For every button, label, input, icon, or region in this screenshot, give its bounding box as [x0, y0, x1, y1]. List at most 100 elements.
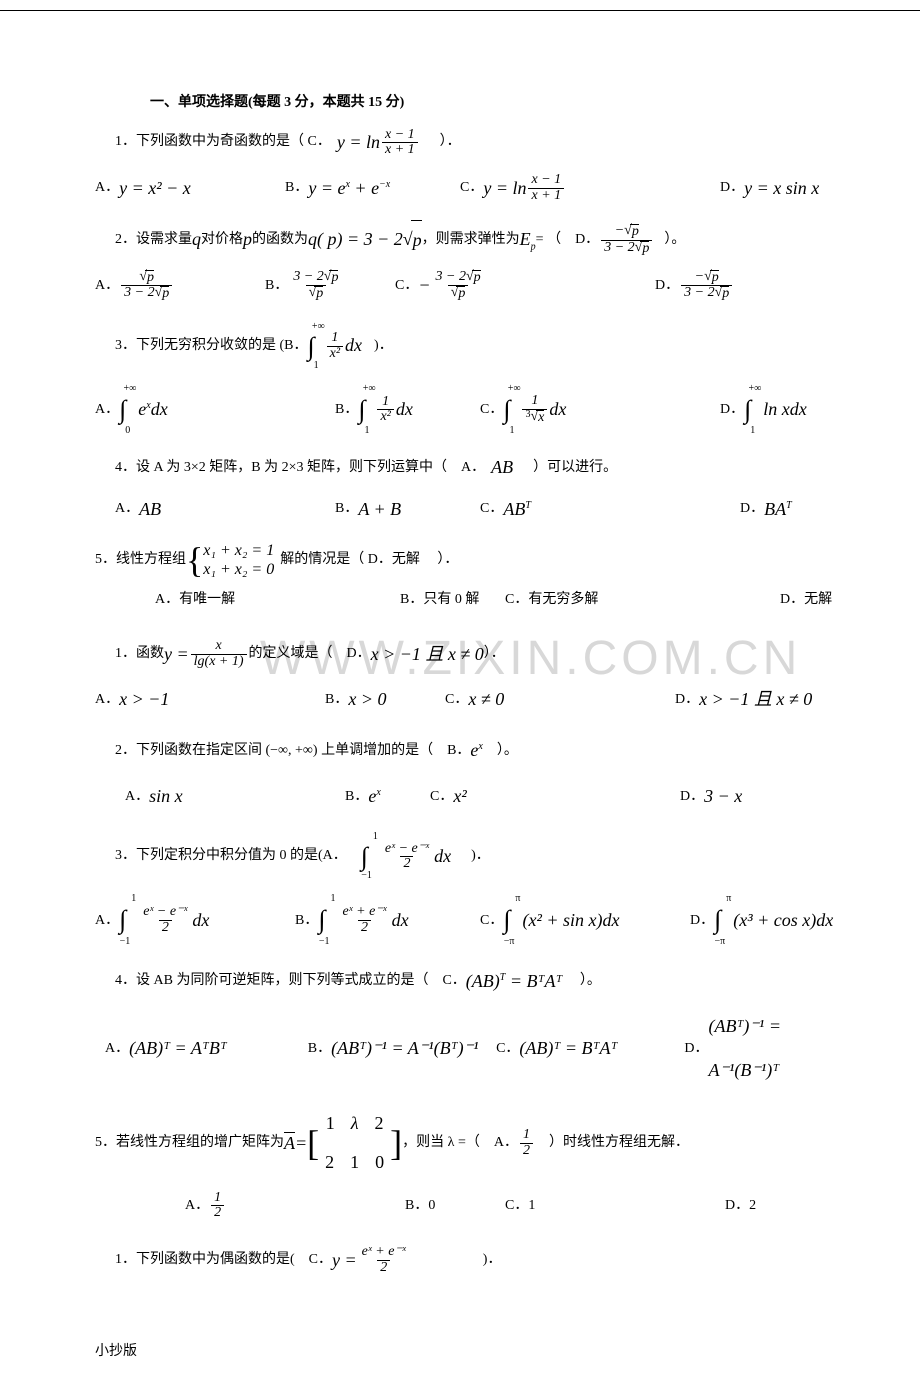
oC: C．(AB)ᵀ = BᵀAᵀ	[496, 1027, 684, 1070]
b: 的定义域是（ D．	[249, 639, 371, 670]
l: B．	[335, 492, 358, 526]
f: (x³ + cos x)dx	[733, 899, 833, 942]
d3: 3 − 2	[124, 285, 154, 300]
n: 1	[211, 1191, 224, 1206]
f: x ≠ 0	[468, 678, 504, 721]
d3: 3 − 2	[684, 285, 714, 300]
s1-q2-opts: A． p 3 − 2p B． 3 − 2p p C． − 3 − 2p p D．…	[95, 264, 850, 307]
a: ex	[470, 731, 482, 771]
d3: 3 − 2	[436, 269, 466, 284]
e2: x₁ + x₂ = 0	[203, 560, 274, 579]
t8: = （ D．	[536, 225, 600, 256]
r: = BᵀAᵀ	[505, 971, 562, 991]
s2-q5-opts: A．12 B．0 C．1 D．2	[185, 1189, 850, 1223]
c: )．	[441, 1245, 502, 1276]
p4: −x	[379, 179, 390, 190]
oC: C． ∫π−π (x² + sin x)dx	[480, 889, 690, 951]
c: ）。	[483, 736, 518, 767]
l: D．	[675, 683, 699, 717]
l: C．	[445, 683, 468, 717]
n: eˣ − e⁻ˣ	[382, 842, 432, 857]
u: +∞	[748, 377, 761, 401]
l: D．	[680, 780, 704, 814]
oA: A． ∫+∞0 exdx	[95, 379, 335, 441]
y: y =	[332, 1241, 357, 1281]
lblA: A．	[95, 171, 119, 205]
oB: B．只有 0 解	[400, 583, 505, 617]
f: (x² + sin x)dx	[522, 899, 619, 942]
t2: q	[192, 220, 201, 260]
radp: p	[411, 220, 422, 261]
eq: =	[295, 1124, 307, 1164]
d3: 3 − 2	[604, 240, 634, 255]
l: A．	[95, 269, 119, 303]
lblB: B．	[285, 171, 308, 205]
n: eˣ − e⁻ˣ	[140, 905, 190, 920]
t1: 2．设需求量	[115, 225, 192, 256]
n: 1	[328, 331, 341, 346]
s1q1-B-f: y = ex + e−x	[308, 167, 390, 210]
i: ∫+∞1	[503, 379, 510, 441]
l: C．	[430, 780, 453, 814]
Abar: A	[284, 1124, 295, 1164]
oA: A．AB	[115, 488, 335, 531]
l: A．	[95, 683, 119, 717]
brr: ]	[390, 1127, 402, 1159]
s1-q1-stem: 1．下列函数中为奇函数的是（ C． y = ln x − 1 x + 1 ）．	[115, 123, 850, 163]
lo: −1	[361, 865, 372, 887]
oB: B． 3 − 2p p	[265, 269, 395, 303]
f: exdx	[138, 388, 167, 431]
c: 2	[375, 1104, 384, 1144]
n: eˣ + e⁻ˣ	[359, 1245, 409, 1260]
r2: p	[314, 286, 323, 302]
oB: B． ∫+∞1 1 x² dx	[335, 379, 480, 441]
n: eˣ + e⁻ˣ	[339, 905, 389, 920]
s1q1-pre: 1．下列函数中为奇函数的是（ C．	[115, 127, 331, 158]
i: ∫+∞1	[744, 379, 751, 441]
s1q1-ans-frac: x − 1 x + 1	[382, 128, 418, 158]
f: (AB)ᵀ = AᵀBᵀ	[129, 1027, 227, 1070]
oD: D．x > −1 且 x ≠ 0	[675, 678, 812, 721]
oD: D． ∫π−π (x³ + cos x)dx	[690, 889, 833, 951]
t6: q( p) = 3 − 2	[308, 220, 403, 260]
c: 1	[326, 1104, 335, 1144]
s1q1-C: C． y = ln x − 1 x + 1	[460, 167, 720, 210]
e1: x₁ + x₂ = 1	[203, 541, 274, 560]
s2-q3-opts: A． ∫1−1 eˣ − e⁻ˣ2 dx B． ∫1−1 eˣ + e⁻ˣ2 d…	[95, 889, 850, 951]
t3: 对价格	[201, 225, 243, 256]
u: π	[726, 887, 731, 911]
d: lg(x + 1)	[191, 654, 247, 670]
oD: D．无解	[780, 583, 832, 617]
oB: B．(ABᵀ)⁻¹ = A⁻¹(Bᵀ)⁻¹	[308, 1027, 496, 1070]
oD: D． ∫+∞1 ln xdx	[720, 379, 807, 441]
p3: + e	[350, 178, 379, 198]
s1q1-D: D． y = x sin x	[720, 167, 819, 210]
f: AB	[139, 488, 161, 531]
l: A．	[105, 1032, 129, 1066]
cl: ）。	[664, 225, 685, 256]
d: 3 − 2p	[681, 285, 732, 302]
l: C．	[496, 1032, 519, 1066]
d: 2	[159, 920, 172, 936]
d: p	[306, 285, 327, 302]
oB: B．ex	[345, 775, 430, 818]
r: x	[536, 410, 544, 426]
a: (AB)T = BᵀAᵀ	[466, 962, 563, 1002]
s3-q1-stem: 1．下列函数中为偶函数的是( C． y = eˣ + e⁻ˣ 2 )．	[115, 1241, 850, 1281]
n: x	[212, 639, 224, 654]
d: x²	[377, 409, 393, 425]
x: x	[376, 787, 380, 798]
d3: 3 − 2	[293, 269, 323, 284]
f: 1 x²	[327, 331, 343, 361]
s1-q4-opts: A．AB B．A + B C．ABT D．BAT	[115, 488, 850, 531]
b: AB	[503, 499, 525, 519]
c: 2	[325, 1143, 334, 1183]
l: D．	[690, 904, 714, 938]
oA: A．12	[185, 1189, 405, 1223]
oC: C． − 3 − 2p p	[395, 264, 655, 307]
l: B．	[295, 904, 318, 938]
n: 3 − 2p	[290, 270, 341, 286]
lo: 0	[125, 419, 130, 443]
l: B．	[325, 683, 348, 717]
l: B．	[335, 393, 358, 427]
